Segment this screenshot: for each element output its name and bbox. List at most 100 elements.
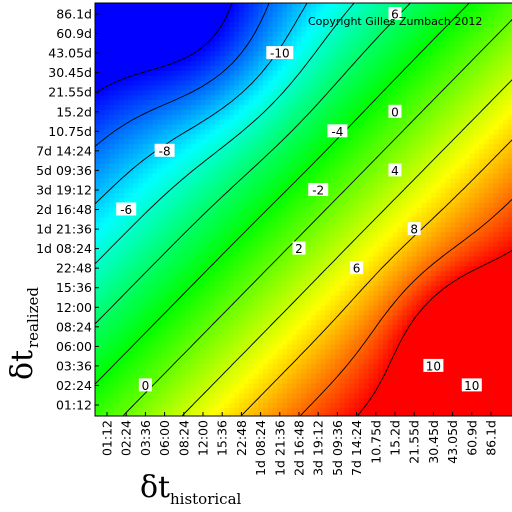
heatmap-cell (359, 207, 365, 213)
heatmap-cell (95, 21, 101, 27)
heatmap-cell (344, 412, 350, 416)
heatmap-cell (330, 65, 336, 71)
heatmap-cell (138, 231, 144, 237)
heatmap-cell (157, 197, 163, 203)
heatmap-cell (315, 153, 322, 159)
heatmap-cell (234, 216, 240, 223)
heatmap-cell (123, 3, 130, 8)
heatmap-cell (354, 334, 360, 340)
heatmap-cell (359, 3, 365, 8)
heatmap-cell (219, 275, 226, 281)
heatmap-cell (287, 94, 293, 101)
heatmap-cell (272, 373, 278, 379)
heatmap-cell (119, 16, 125, 22)
heatmap-cell (224, 158, 230, 164)
heatmap-cell (195, 94, 202, 101)
heatmap-cell (263, 226, 269, 233)
heatmap-cell (114, 319, 120, 325)
heatmap-cell (315, 99, 322, 106)
heatmap-cell (287, 148, 293, 154)
heatmap-cell (330, 324, 336, 330)
heatmap-cell (330, 299, 336, 306)
heatmap-cell (176, 65, 182, 71)
heatmap-cell (349, 304, 355, 311)
heatmap-cell (133, 363, 139, 369)
heatmap-cell (119, 285, 125, 291)
heatmap-cell (306, 31, 312, 37)
heatmap-cell (186, 211, 192, 218)
heatmap-cell (200, 402, 206, 409)
heatmap-cell (354, 211, 360, 218)
heatmap-cell (248, 70, 254, 76)
heatmap-cell (339, 324, 346, 330)
heatmap-cell (152, 358, 158, 365)
heatmap-cell (181, 114, 187, 120)
heatmap-cell (267, 202, 274, 208)
heatmap-cell (205, 123, 211, 130)
heatmap-cell (239, 6, 245, 13)
heatmap-cell (181, 192, 187, 198)
heatmap-cell (267, 236, 274, 242)
heatmap-cell (344, 21, 350, 27)
heatmap-cell (296, 177, 302, 184)
heatmap-cell (176, 35, 182, 42)
heatmap-cell (123, 35, 130, 42)
heatmap-cell (243, 314, 250, 321)
heatmap-cell (133, 329, 139, 335)
heatmap-cell (335, 79, 341, 86)
heatmap-cell (167, 314, 173, 321)
heatmap-cell (191, 226, 197, 233)
heatmap-cell (224, 84, 230, 91)
heatmap-cell (263, 11, 269, 18)
heatmap-cell (191, 339, 197, 345)
heatmap-cell (171, 309, 178, 316)
heatmap-cell (234, 133, 240, 140)
heatmap-cell (99, 119, 106, 125)
heatmap-cell (167, 236, 173, 242)
heatmap-cell (239, 275, 245, 281)
heatmap-cell (349, 138, 355, 145)
heatmap-cell (157, 99, 163, 106)
heatmap-cell (239, 119, 245, 125)
heatmap-cell (171, 50, 178, 57)
heatmap-cell (282, 143, 288, 150)
heatmap-cell (99, 133, 106, 140)
heatmap-cell (205, 285, 211, 291)
heatmap-cell (253, 299, 259, 306)
heatmap-cell (205, 3, 211, 8)
heatmap-cell (272, 280, 278, 286)
heatmap-cell (167, 182, 173, 189)
heatmap-cell (248, 65, 254, 71)
heatmap-cell (311, 89, 317, 96)
heatmap-cell (219, 94, 226, 101)
heatmap-cell (167, 197, 173, 203)
heatmap-cell (143, 123, 149, 130)
heatmap-cell (330, 94, 336, 101)
heatmap-cell (167, 402, 173, 409)
heatmap-cell (123, 402, 130, 409)
heatmap-cell (291, 412, 298, 416)
heatmap-cell (219, 50, 226, 57)
heatmap-cell (277, 192, 283, 198)
heatmap-cell (344, 89, 350, 96)
heatmap-cell (344, 65, 350, 71)
heatmap-cell (147, 114, 154, 120)
heatmap-cell (267, 163, 274, 169)
heatmap-cell (167, 280, 173, 286)
heatmap-cell (320, 128, 326, 135)
heatmap-cell (147, 216, 154, 223)
heatmap-cell (138, 339, 144, 345)
heatmap-cell (349, 324, 355, 330)
heatmap-cell (138, 260, 144, 267)
heatmap-cell (109, 128, 115, 135)
heatmap-cell (325, 99, 331, 106)
heatmap-cell (248, 387, 254, 394)
heatmap-cell (205, 309, 211, 316)
heatmap-cell (143, 158, 149, 164)
heatmap-cell (315, 397, 322, 404)
heatmap-cell (128, 265, 134, 272)
heatmap-cell (344, 40, 350, 47)
heatmap-cell (99, 55, 106, 62)
heatmap-cell (215, 40, 221, 47)
heatmap-cell (186, 148, 192, 154)
